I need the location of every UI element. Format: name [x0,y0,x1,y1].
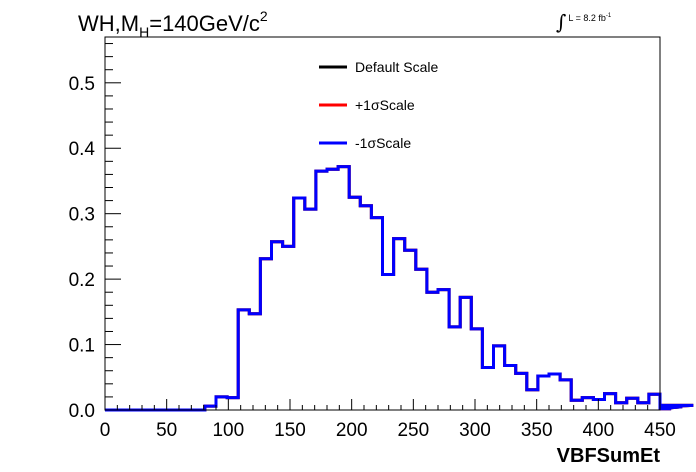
x-tick-label: 300 [459,420,491,441]
y-tick-label: 0.3 [69,205,95,226]
y-tick-label: 0.2 [69,270,95,291]
series-line-1 [105,165,694,412]
x-tick-label: 150 [274,420,306,441]
series-line-2 [105,165,694,412]
legend-label-0: Default Scale [355,59,438,75]
y-tick-label: 0.5 [69,74,95,95]
x-tick-label: 450 [644,420,676,441]
plot-frame [104,36,661,411]
x-tick-label: 400 [582,420,614,441]
x-tick-label: 350 [521,420,553,441]
title-subscript: H [139,24,150,40]
x-tick-label: 100 [212,420,244,441]
chart-title: WH,MH=140GeV/c2 [78,8,268,40]
legend-label-2: -1σScale [355,135,411,151]
histogram-series-group [105,165,694,412]
title-main: =140GeV/c [149,11,260,36]
x-tick-label: 250 [397,420,429,441]
title-prefix: WH,M [78,11,140,36]
integral-symbol: ∫ [556,10,567,34]
title-superscript: 2 [259,8,268,24]
x-tick-label: 0 [100,420,111,441]
x-tick-label: 200 [336,420,368,441]
y-tick-label: 0.1 [69,336,95,357]
series-line-0 [105,165,694,412]
x-axis-label: VBFSumEt [557,445,661,467]
axes-group: 0 50 100 150 200 250 300 350 400 450 0.0 0.1 0.2 0.3 0… [69,43,676,441]
x-tick-label: 50 [156,420,177,441]
legend-label-1: +1σScale [355,97,415,113]
luminosity-unit-superscript: -1 [605,13,612,19]
y-tick-label: 0.4 [69,139,96,160]
legend: Default Scale +1σScale -1σScale [319,59,438,151]
y-tick-label: 0.0 [69,401,95,422]
luminosity-label: ∫ L = 8.2 fb-1 [556,10,611,34]
luminosity-text: L = 8.2 fb [568,13,606,23]
